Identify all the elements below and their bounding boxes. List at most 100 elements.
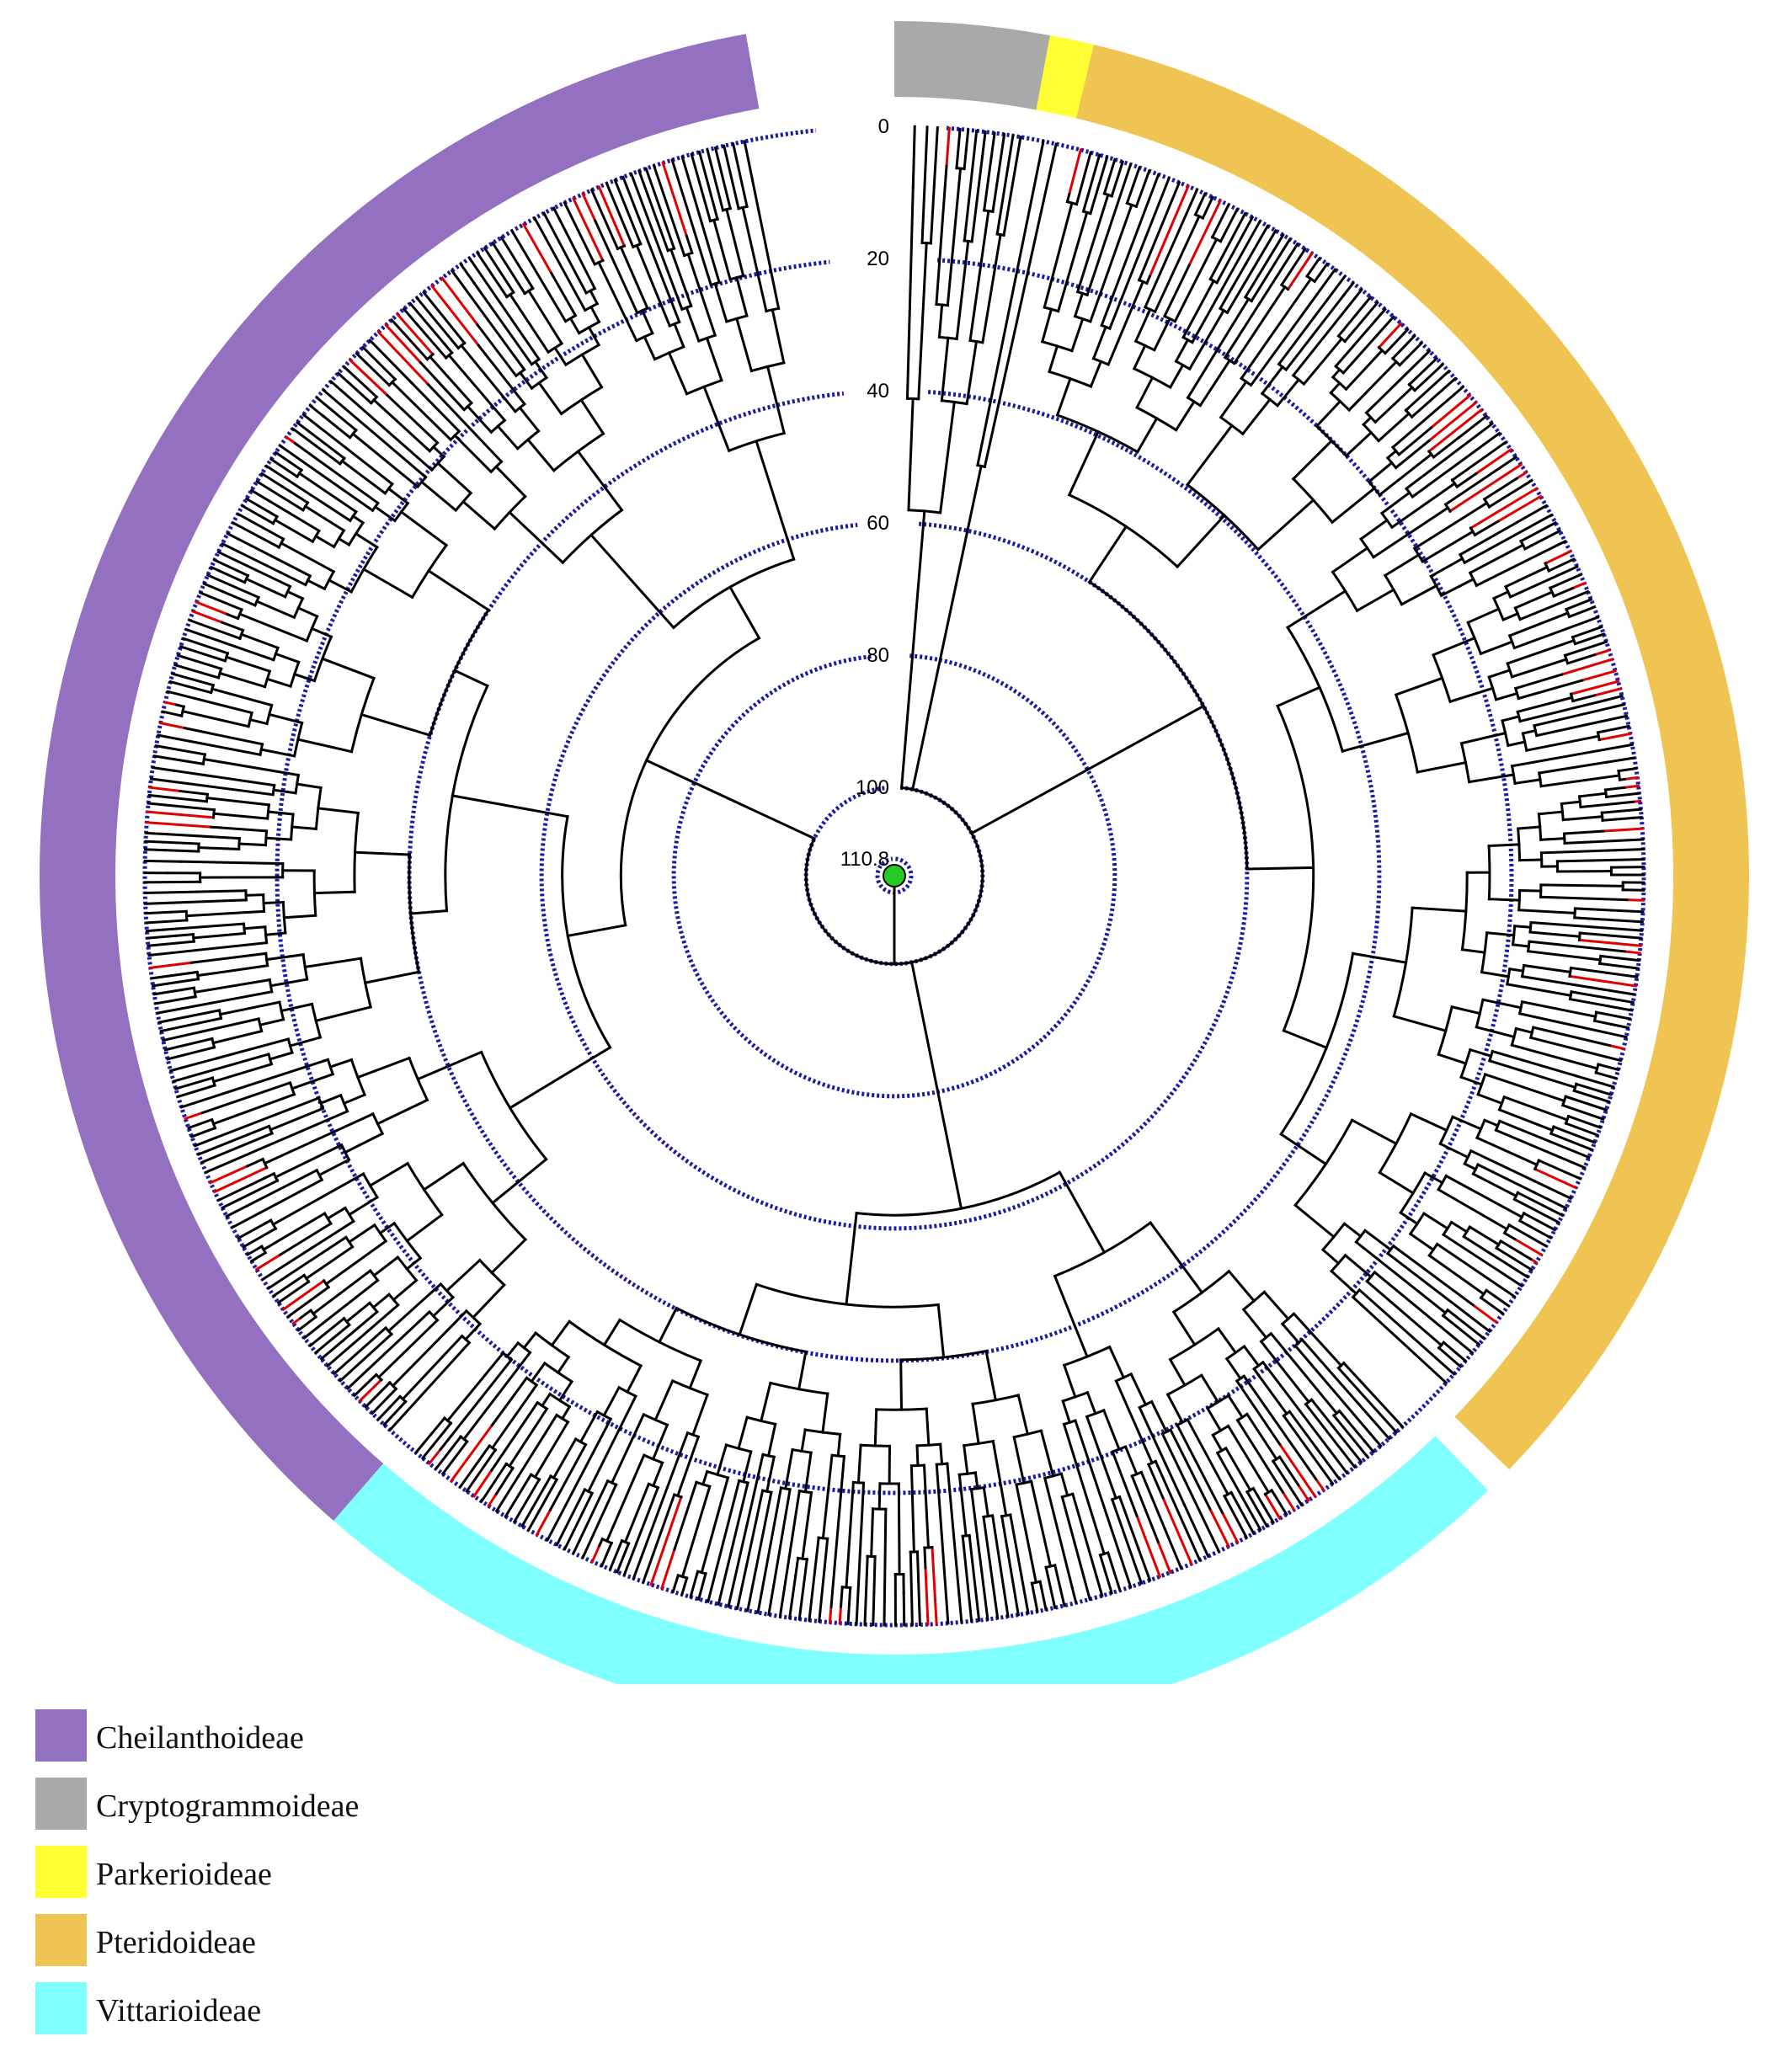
branch xyxy=(745,1453,765,1527)
branch xyxy=(755,439,796,562)
branch xyxy=(1056,211,1089,313)
branch xyxy=(653,1378,675,1422)
legend-swatch xyxy=(35,1982,87,2034)
branch xyxy=(420,1421,453,1460)
branch xyxy=(1468,543,1525,575)
branch xyxy=(429,284,481,348)
branch xyxy=(218,671,267,689)
branch xyxy=(970,156,984,243)
branch xyxy=(486,317,526,372)
branch xyxy=(1112,1502,1144,1586)
branch xyxy=(1613,838,1645,843)
branch xyxy=(434,1435,463,1471)
branch xyxy=(980,130,987,159)
branch xyxy=(265,677,292,688)
branch xyxy=(1153,214,1202,314)
branch xyxy=(264,931,287,936)
branch xyxy=(263,1111,375,1165)
branch xyxy=(1243,275,1260,300)
branch xyxy=(254,1253,282,1271)
branch xyxy=(1125,184,1135,205)
branch xyxy=(145,919,189,925)
branch xyxy=(1510,752,1581,768)
branch xyxy=(708,159,725,212)
branch xyxy=(797,1558,808,1621)
branch xyxy=(1095,1575,1104,1597)
branch xyxy=(274,450,292,464)
branch xyxy=(218,1000,281,1016)
branch xyxy=(241,1227,278,1250)
branch xyxy=(649,1495,683,1586)
branch xyxy=(1277,1442,1317,1498)
branch xyxy=(1030,1581,1039,1613)
branch xyxy=(239,632,280,650)
branch xyxy=(1275,377,1301,408)
branch xyxy=(1600,714,1629,723)
legend-item: Parkerioideae xyxy=(35,1846,541,1903)
branch xyxy=(900,509,926,790)
branch xyxy=(754,1490,773,1571)
branch xyxy=(308,403,326,418)
branch xyxy=(355,351,368,365)
branch xyxy=(1235,1378,1282,1447)
branch xyxy=(1460,948,1486,954)
branch xyxy=(1341,333,1379,376)
branch xyxy=(1059,1587,1066,1607)
branch xyxy=(1110,160,1125,198)
branch xyxy=(1314,1445,1341,1481)
branch xyxy=(321,473,375,513)
branch xyxy=(315,396,358,432)
branch xyxy=(737,1415,749,1451)
branch xyxy=(291,426,318,448)
branch xyxy=(644,758,816,840)
branch xyxy=(1006,134,1015,169)
branch xyxy=(1592,648,1611,657)
clade-bands xyxy=(40,21,1749,1684)
branch xyxy=(291,482,352,523)
branch xyxy=(829,1455,846,1608)
branch xyxy=(1136,176,1171,259)
branch xyxy=(1539,774,1621,788)
branch xyxy=(1061,1399,1072,1425)
branch xyxy=(540,1392,552,1408)
branch xyxy=(1315,268,1337,296)
branch xyxy=(179,789,210,796)
branch xyxy=(1368,1431,1383,1448)
branch xyxy=(317,807,360,815)
branch xyxy=(1355,1387,1399,1434)
branch xyxy=(296,1314,318,1332)
branch xyxy=(1454,1337,1475,1355)
branch xyxy=(237,612,309,642)
branch xyxy=(197,846,241,851)
branch xyxy=(1249,292,1320,387)
branch xyxy=(1105,1514,1133,1589)
branch xyxy=(1601,816,1635,822)
branch xyxy=(376,1098,429,1126)
branch xyxy=(236,512,252,523)
branch xyxy=(1038,142,1058,216)
branch xyxy=(157,733,192,744)
branch xyxy=(1571,581,1587,590)
branch xyxy=(1463,1162,1478,1171)
branch xyxy=(516,1413,559,1479)
branch xyxy=(976,176,1037,467)
branch xyxy=(1357,1401,1391,1441)
legend-label: Parkerioideae xyxy=(96,1857,272,1892)
branch xyxy=(363,1373,378,1388)
branch xyxy=(416,1050,483,1081)
branch xyxy=(185,781,275,797)
branch xyxy=(526,1487,553,1532)
branch xyxy=(399,509,449,547)
branch xyxy=(347,1223,376,1245)
branch xyxy=(1240,277,1313,381)
branch xyxy=(1623,776,1640,781)
branch xyxy=(264,1171,276,1180)
branch xyxy=(1404,457,1448,491)
branch xyxy=(552,345,568,367)
branch xyxy=(1582,931,1643,940)
branch xyxy=(589,305,601,324)
branch xyxy=(314,1336,335,1355)
branch xyxy=(1537,1159,1582,1181)
branch xyxy=(932,125,939,186)
branch xyxy=(1487,898,1521,902)
